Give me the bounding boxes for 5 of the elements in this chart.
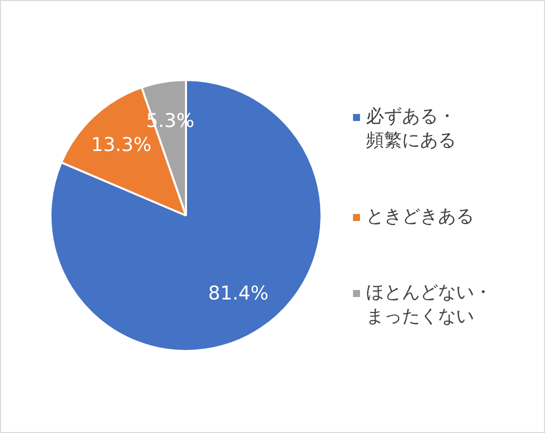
legend-label: ほとんどない・まったくない	[366, 280, 493, 328]
legend-label: ときどきある	[366, 204, 474, 228]
legend-label: 必ずある・頻繁にある	[366, 104, 457, 152]
data-label: 81.4%	[208, 282, 269, 305]
data-label: 13.3%	[91, 134, 152, 156]
